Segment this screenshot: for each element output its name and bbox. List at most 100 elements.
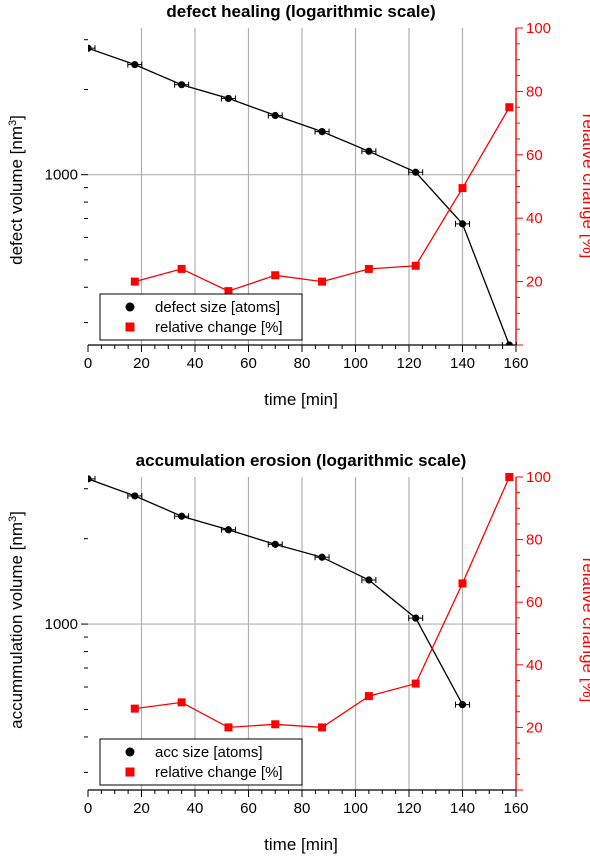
series-relative-change	[130, 473, 514, 732]
data-point-square	[130, 277, 139, 286]
legend-box	[99, 293, 303, 341]
chart-title: defect healing (logarithmic scale)	[166, 2, 435, 21]
x-tick-label: 160	[503, 800, 528, 817]
x-tick-label: 40	[187, 800, 204, 817]
data-point-circle	[224, 94, 233, 103]
x-tick-label: 0	[84, 800, 92, 817]
y2-axis-ticks: 20 40 60 80 100	[516, 469, 551, 791]
x-tick-label: 40	[187, 355, 204, 372]
data-point-square	[364, 264, 373, 273]
y-tick-label: 1000	[45, 167, 78, 184]
data-point-circle	[505, 341, 513, 345]
data-point-circle	[88, 475, 92, 483]
x-tick-label: 140	[450, 355, 475, 372]
y2-tick-label: 40	[526, 210, 543, 227]
x-tick-label: 80	[294, 355, 311, 372]
data-point-square	[177, 264, 186, 273]
data-point-square	[411, 261, 420, 270]
x-tick-label: 20	[133, 355, 150, 372]
data-point-circle	[458, 701, 467, 709]
series-relative-change	[130, 103, 514, 296]
x-tick-label: 60	[240, 355, 257, 372]
y-tick-label: 1000	[45, 616, 78, 633]
legend-label: defect size [atoms]	[155, 299, 280, 316]
y-axis-label-close: ]	[7, 115, 26, 120]
data-point-circle	[88, 44, 92, 52]
legend-label: acc size [atoms]	[155, 744, 263, 761]
data-point-circle	[365, 576, 373, 584]
y-axis-label-main: accummulation volume [nm	[7, 522, 26, 729]
x-tick-label: 160	[503, 355, 528, 372]
series-line	[88, 47, 510, 345]
y2-tick-label: 80	[526, 532, 543, 549]
y-axis-label: accummulation volume [nm3]	[7, 511, 26, 729]
y-axis-label-main: defect volume [nm	[7, 126, 26, 265]
x-tick-label: 20	[133, 800, 150, 817]
y2-tick-label: 100	[526, 20, 551, 37]
x-axis-label: time [min]	[264, 835, 338, 854]
data-point-circle	[271, 540, 279, 548]
x-tick-label: 80	[294, 800, 311, 817]
y2-tick-label: 40	[526, 657, 543, 674]
y-axis-ticks: 1000	[45, 39, 88, 324]
data-point-square	[224, 287, 233, 296]
y-axis-label-superscript: 3	[7, 120, 19, 126]
data-point-square	[271, 271, 280, 280]
data-point-square	[458, 579, 467, 588]
panel-defect-healing: defect healing (logarithmic scale) time …	[7, 2, 590, 409]
legend-marker-square	[125, 322, 135, 332]
legend-box	[99, 738, 303, 786]
y2-axis-label: relative change [%]	[579, 114, 590, 259]
y-axis-label-superscript: 3	[7, 516, 19, 522]
data-point-circle	[178, 81, 186, 89]
data-point-square	[411, 679, 420, 688]
x-tick-label: 120	[396, 355, 421, 372]
grid-lines	[88, 477, 516, 790]
x-tick-label: 120	[396, 800, 421, 817]
chart-title: accumulation erosion (logarithmic scale)	[136, 451, 467, 470]
x-tick-label: 0	[84, 355, 92, 372]
y2-tick-label: 80	[526, 83, 543, 100]
series-size	[88, 475, 470, 709]
data-point-circle	[318, 128, 326, 136]
legend-marker-square	[125, 767, 135, 777]
data-point-circle	[178, 512, 186, 520]
data-point-square	[505, 103, 514, 112]
legend: acc size [atoms] relative change [%]	[99, 738, 303, 786]
legend-marker-circle	[125, 302, 135, 312]
data-point-circle	[131, 492, 139, 500]
data-point-circle	[458, 220, 467, 228]
data-point-circle	[224, 526, 233, 534]
legend-label: relative change [%]	[155, 764, 283, 781]
y2-tick-label: 20	[526, 719, 543, 736]
data-point-square	[318, 723, 327, 732]
panel-accumulation-erosion: accumulation erosion (logarithmic scale)…	[7, 451, 590, 854]
legend: defect size [atoms] relative change [%]	[99, 293, 303, 341]
y2-tick-label: 60	[526, 147, 543, 164]
x-tick-label: 140	[450, 800, 475, 817]
data-point-square	[271, 720, 280, 729]
series-line	[88, 478, 464, 705]
x-tick-label: 60	[240, 800, 257, 817]
data-point-square	[318, 277, 327, 286]
series-size	[88, 44, 517, 345]
x-tick-label: 100	[343, 355, 368, 372]
y2-axis-label: relative change [%]	[579, 558, 590, 703]
data-point-circle	[412, 168, 420, 176]
data-point-square	[130, 704, 139, 713]
data-point-square	[224, 723, 233, 732]
x-tick-label: 100	[343, 800, 368, 817]
data-point-circle	[365, 147, 373, 155]
data-point-square	[505, 473, 514, 481]
y2-tick-label: 60	[526, 594, 543, 611]
legend-marker-circle	[125, 747, 135, 757]
y-axis-label: defect volume [nm3]	[7, 115, 26, 265]
data-point-square	[177, 698, 186, 707]
legend-label: relative change [%]	[155, 319, 283, 336]
series-line	[134, 476, 510, 729]
data-point-circle	[318, 553, 326, 561]
y-axis-label-close: ]	[7, 511, 26, 516]
x-axis-ticks: 0 20 40 60 80 100 120 140 160	[84, 345, 529, 372]
